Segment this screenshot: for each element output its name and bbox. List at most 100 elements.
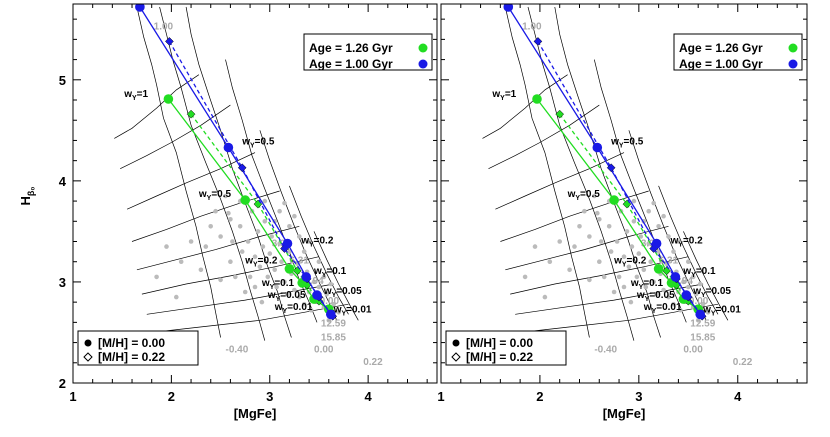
weight-label: wY=0.1 [261, 278, 295, 291]
galaxy-point [252, 254, 258, 259]
series-diamond-point [555, 109, 565, 119]
galaxy-point [297, 234, 302, 239]
grid-age-line [313, 231, 359, 321]
galaxy-point [651, 279, 656, 285]
galaxy-point [697, 281, 703, 287]
grid-metal-label: 0.00 [314, 345, 334, 356]
galaxy-point [164, 244, 169, 249]
galaxy-point [557, 239, 562, 244]
grid-metal-line [146, 283, 334, 315]
galaxy-point [154, 274, 159, 280]
x-tick-label: 4 [734, 389, 742, 404]
galaxy-point [292, 287, 297, 293]
grid-age-label: 1.00 [522, 21, 542, 32]
weight-label: wY=0.1 [630, 278, 664, 291]
weight-label: wY=0.1 [682, 266, 716, 279]
grid-age-line [683, 231, 729, 321]
x-tick-label: 3 [266, 389, 273, 404]
galaxy-point [651, 200, 656, 206]
weight-label: wY=0.05 [267, 290, 306, 303]
grid-metal-label: 0.22 [733, 357, 753, 368]
legend-bottom-label: [M/H] = 0.22 [98, 350, 165, 364]
grid-age-line [225, 59, 318, 323]
grid-age-label: 7.94 [673, 276, 693, 287]
series-circle-point [609, 195, 619, 205]
weight-label: wY=0.01 [702, 304, 741, 317]
series-circle-point [503, 4, 514, 12]
galaxy-point [597, 259, 602, 265]
grid-metal-label: -0.40 [225, 345, 248, 356]
legend-top-marker [788, 43, 798, 53]
series-circle-point [223, 142, 234, 153]
galaxy-point [648, 259, 653, 265]
galaxy-point [634, 274, 640, 280]
legend-bottom-label: [M/H] = 0.22 [466, 350, 533, 364]
grid-metal-line [131, 190, 280, 242]
galaxy-point [636, 251, 642, 256]
galaxy-point [308, 307, 314, 313]
grid-metal-line [500, 190, 649, 242]
plot-frame [440, 3, 808, 384]
weight-label: wY=0.05 [636, 290, 675, 303]
galaxy-point [693, 291, 699, 297]
grid-age-line [593, 59, 687, 323]
grid-age-label: 7.94 [304, 276, 324, 287]
galaxy-point [285, 291, 290, 297]
series-circle-point [326, 309, 336, 320]
galaxy-point [587, 277, 592, 283]
legend-bottom-box [77, 330, 199, 366]
grid-metal-line [520, 303, 719, 333]
legend-bottom-label: [M/H] = 0.00 [466, 336, 533, 350]
panel-1: 1.003.986.317.9410.0012.5915.85-0.71-0.4… [18, 3, 438, 421]
galaxy-point [614, 239, 620, 244]
galaxy-point [316, 284, 322, 290]
galaxy-point [267, 251, 273, 256]
legend-bottom-box [445, 330, 567, 366]
galaxy-point [638, 234, 644, 239]
galaxy-point [577, 224, 582, 229]
galaxy-point [203, 244, 209, 249]
galaxy-point [626, 264, 632, 270]
galaxy-point [597, 217, 602, 222]
galaxy-point [257, 264, 263, 270]
weight-label: wY=0.2 [670, 236, 704, 249]
galaxy-point [676, 239, 681, 244]
galaxy-point [274, 284, 279, 290]
galaxy-point [287, 224, 292, 229]
legend-top-marker [788, 59, 798, 69]
weight-label: wY=1 [123, 89, 148, 102]
galaxy-point [292, 213, 297, 219]
galaxy-point [695, 318, 701, 323]
series-circle-point [282, 238, 293, 249]
series-circle-point [695, 309, 705, 320]
grid-age-line [628, 130, 707, 321]
legend-top-box [303, 33, 433, 71]
legend-top-label: Age = 1.26 Gyr [309, 41, 393, 55]
galaxy-point [656, 249, 661, 254]
galaxy-point [324, 291, 330, 297]
plot-frame [72, 3, 438, 384]
weight-label: wY=0.2 [613, 256, 647, 269]
legend-top-marker [418, 43, 428, 53]
series-circle-point [651, 238, 662, 249]
galaxy-point [656, 224, 661, 229]
x-tick-label: 4 [365, 389, 373, 404]
y-tick-label: 5 [59, 73, 66, 88]
legend-top-label: Age = 1.00 Gyr [679, 57, 763, 71]
galaxy-point [592, 193, 597, 199]
galaxy-point [621, 254, 627, 259]
galaxy-point [671, 249, 676, 254]
galaxy-point [331, 301, 337, 307]
galaxy-point [587, 234, 592, 239]
galaxy-point [595, 210, 600, 216]
grid-age-line [136, 6, 221, 338]
grid-age-line [504, 6, 590, 338]
legend-bottom-marker [451, 352, 461, 362]
legend-bottom-label: [M/H] = 0.00 [98, 336, 165, 350]
series-circle-point [681, 290, 692, 300]
series-circle-point [653, 264, 664, 274]
galaxy-point [661, 213, 666, 219]
galaxy-point [242, 289, 248, 295]
x-tick-label: 2 [536, 389, 543, 404]
galaxy-point [247, 274, 253, 280]
